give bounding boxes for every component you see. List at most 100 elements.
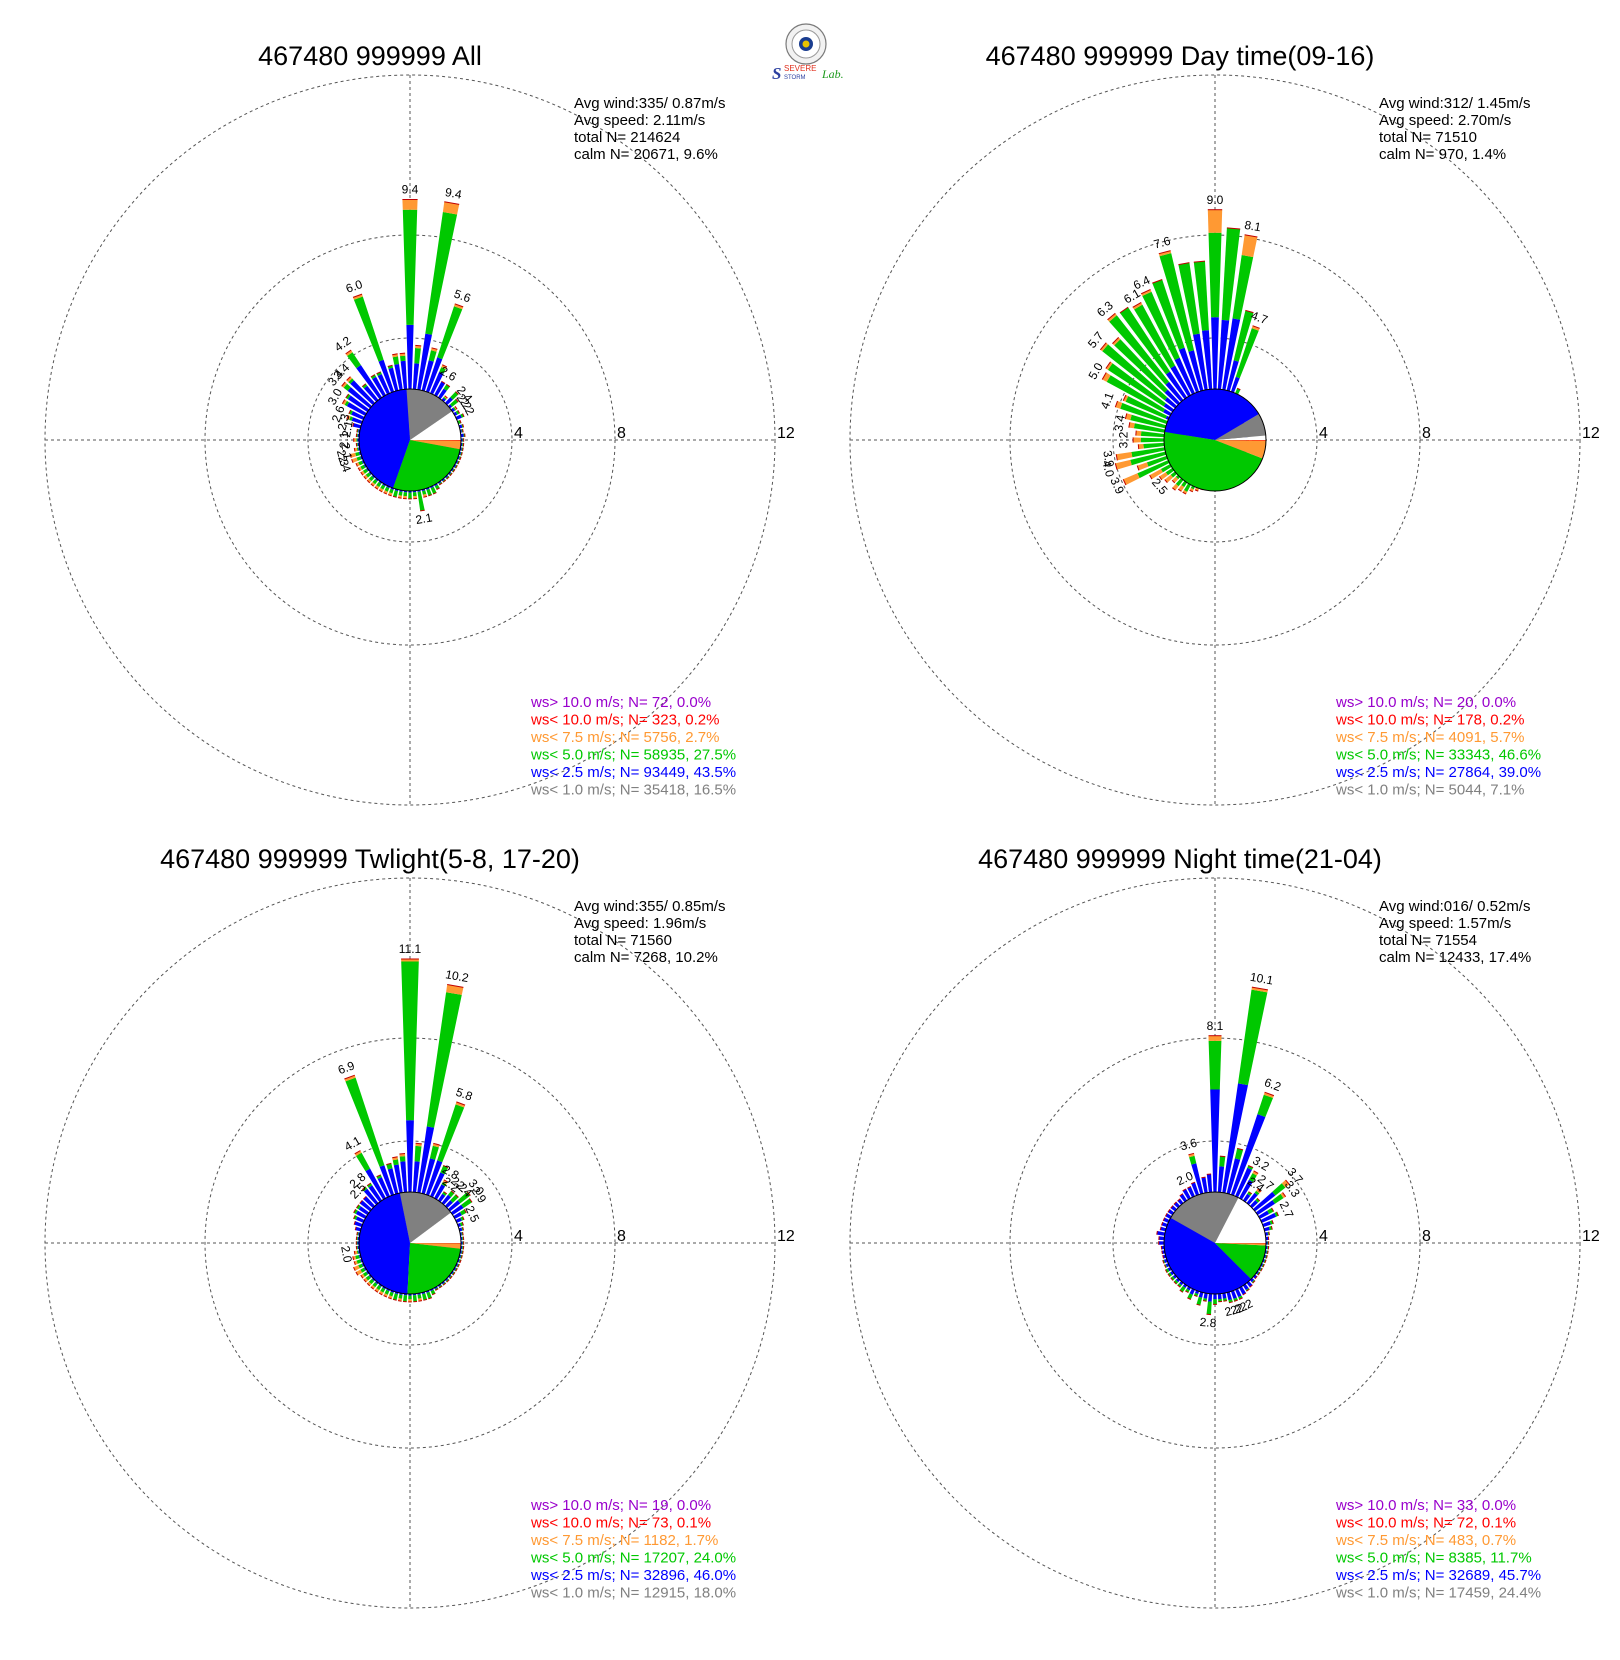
wind-bar-cap (1193, 1294, 1198, 1297)
wind-bar-segment (377, 374, 390, 395)
wind-bar-segment (460, 1216, 465, 1221)
wind-bar-segment (1130, 414, 1171, 430)
wind-bar-segment (448, 471, 452, 475)
wind-bar-cap (1191, 1181, 1196, 1185)
wind-bar-cap (1124, 413, 1128, 420)
wind-bar-segment (344, 1075, 356, 1082)
wind-bar-segment (1102, 372, 1111, 382)
wind-bar-segment (400, 360, 408, 390)
bar-value-label: 2.6 (329, 403, 348, 424)
wind-bar-segment (1158, 250, 1172, 257)
wind-bar-cap (356, 1231, 358, 1236)
wind-bar-segment (1239, 1286, 1246, 1295)
wind-bar-cap (1252, 325, 1260, 329)
wind-bar-cap (353, 1215, 356, 1220)
wind-bar-cap (353, 447, 356, 452)
wind-bar-cap (435, 1288, 439, 1291)
pie-outline (1163, 1191, 1267, 1295)
wind-bar-segment (360, 1267, 366, 1273)
wind-bar-cap (462, 1250, 464, 1255)
wind-bar-segment (1239, 1179, 1253, 1200)
wind-bar-segment (1206, 1301, 1212, 1315)
wind-bar-segment (389, 1291, 394, 1297)
wind-bar-segment (1264, 1254, 1267, 1259)
chart-title: 467480 999999 Twlight(5-8, 17-20) (160, 844, 580, 874)
wind-bar-segment (1189, 1288, 1195, 1295)
legend-entry: ws< 7.5 m/s; N= 483, 0.7% (1335, 1532, 1516, 1549)
wind-bar-cap (360, 1274, 364, 1279)
wind-bar-segment (1257, 1094, 1273, 1117)
wind-bar-segment (1119, 307, 1171, 375)
wind-bar-segment (1260, 1263, 1264, 1267)
pie-slice (399, 1192, 451, 1243)
wind-bar-segment (358, 451, 361, 456)
wind-bar-segment (1178, 262, 1200, 335)
wind-bar-segment (426, 1291, 432, 1299)
wind-bar-segment (450, 1194, 459, 1203)
legend-entry: ws< 2.5 m/s; N= 27864, 39.0% (1335, 764, 1541, 781)
wind-bar-segment (460, 413, 465, 418)
ring-label: 8 (1422, 425, 1431, 442)
wind-bar-segment (1216, 319, 1230, 410)
wind-bar-segment (1185, 1288, 1190, 1293)
wind-bar-segment (402, 209, 418, 325)
wind-bar-cap (1122, 479, 1127, 486)
wind-bar-segment (1175, 1278, 1180, 1283)
wind-bar-cap (457, 460, 460, 465)
wind-bar-cap (392, 1156, 398, 1159)
wind-bar-segment (353, 1215, 358, 1220)
wind-bar-cap (366, 1282, 371, 1287)
bar-value-label: 8.1 (1207, 1019, 1224, 1033)
wind-bar-segment (1262, 1221, 1271, 1227)
wind-bar-cap (366, 479, 371, 484)
wind-bar-segment (421, 1292, 426, 1295)
wind-bar-segment (426, 992, 462, 1128)
wind-bar-segment (356, 1152, 371, 1172)
wind-bar-segment (1226, 1292, 1232, 1301)
wind-bar-cap (428, 494, 433, 497)
wind-bar-segment (1243, 1193, 1251, 1202)
pie-slice (1215, 440, 1267, 441)
wind-bar-cap (446, 476, 450, 480)
wind-bar-cap (1162, 1255, 1164, 1259)
wind-bar-segment (398, 491, 403, 496)
wind-bar-segment (355, 1210, 367, 1219)
wind-bar-cap (351, 459, 354, 463)
bar-value-label: 8.1 (1243, 218, 1262, 235)
pie-slice (1170, 1192, 1239, 1243)
wind-bar-segment (370, 374, 377, 380)
wind-bar-segment (375, 478, 379, 482)
bar-value-label: 4.7 (1249, 308, 1270, 327)
wind-bar-cap (1257, 1272, 1261, 1276)
wind-bar-cap (456, 1101, 466, 1106)
wind-bar-segment (1208, 1293, 1213, 1302)
stats-line: total N= 71560 (574, 932, 672, 949)
wind-bar-cap (1219, 1155, 1226, 1158)
bar-value-label: 9.4 (444, 185, 463, 202)
wind-bar-cap (1268, 1231, 1270, 1236)
wind-bar-cap (376, 371, 382, 375)
wind-bar-segment (1203, 1293, 1208, 1299)
wind-bar-segment (421, 360, 434, 391)
wind-bar-segment (366, 468, 369, 472)
pie-slice (407, 1243, 461, 1295)
wind-bar-cap (1158, 250, 1171, 255)
wind-bar-segment (380, 1287, 386, 1293)
bar-value-label: 2.4 (335, 454, 354, 475)
wind-bar-cap (466, 1191, 471, 1196)
wind-bar-segment (438, 1284, 442, 1287)
wind-bar-segment (1142, 291, 1180, 360)
wind-bar-cap (1248, 1164, 1254, 1169)
wind-bar-segment (1179, 1281, 1184, 1286)
wind-bar-segment (376, 482, 382, 488)
wind-bar-segment (412, 363, 420, 390)
wind-bar-cap (1107, 312, 1116, 321)
wind-bar-segment (428, 350, 437, 362)
wind-bar-cap (370, 1286, 374, 1290)
ring-label: 12 (1582, 1228, 1600, 1245)
wind-bar-segment (368, 1274, 372, 1278)
wind-bar-segment (1134, 304, 1176, 369)
wind-bar-segment (355, 452, 360, 457)
wind-bar-cap (439, 1285, 443, 1289)
wind-bar-segment (358, 466, 363, 471)
